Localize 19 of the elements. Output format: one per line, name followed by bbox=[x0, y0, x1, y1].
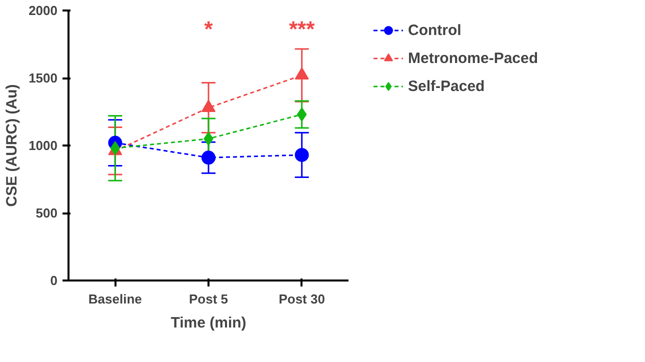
x-tick-label: Post 30 bbox=[278, 292, 325, 306]
x-tick-label: Baseline bbox=[88, 292, 142, 306]
point bbox=[202, 150, 216, 165]
point bbox=[294, 67, 309, 80]
y-tick-label: 1500 bbox=[28, 70, 58, 86]
annotation: *** bbox=[288, 16, 316, 42]
annotation: * bbox=[204, 16, 214, 42]
point bbox=[202, 100, 216, 112]
y-tick-label: 0 bbox=[50, 273, 58, 288]
y-axis-title: CSE (AURC) (Au) bbox=[4, 84, 21, 207]
legend-label: Self-Paced bbox=[408, 78, 485, 94]
y-tick-label: 2000 bbox=[28, 3, 58, 18]
legend-label: Metronome-Paced bbox=[408, 50, 538, 66]
y-tick-label: 500 bbox=[36, 206, 58, 220]
point bbox=[294, 148, 309, 162]
x-axis-title: Time (min) bbox=[170, 314, 246, 332]
legend-label: Control bbox=[408, 22, 462, 38]
y-tick-label: 1000 bbox=[28, 138, 58, 153]
x-tick-label: Post 5 bbox=[188, 292, 228, 306]
